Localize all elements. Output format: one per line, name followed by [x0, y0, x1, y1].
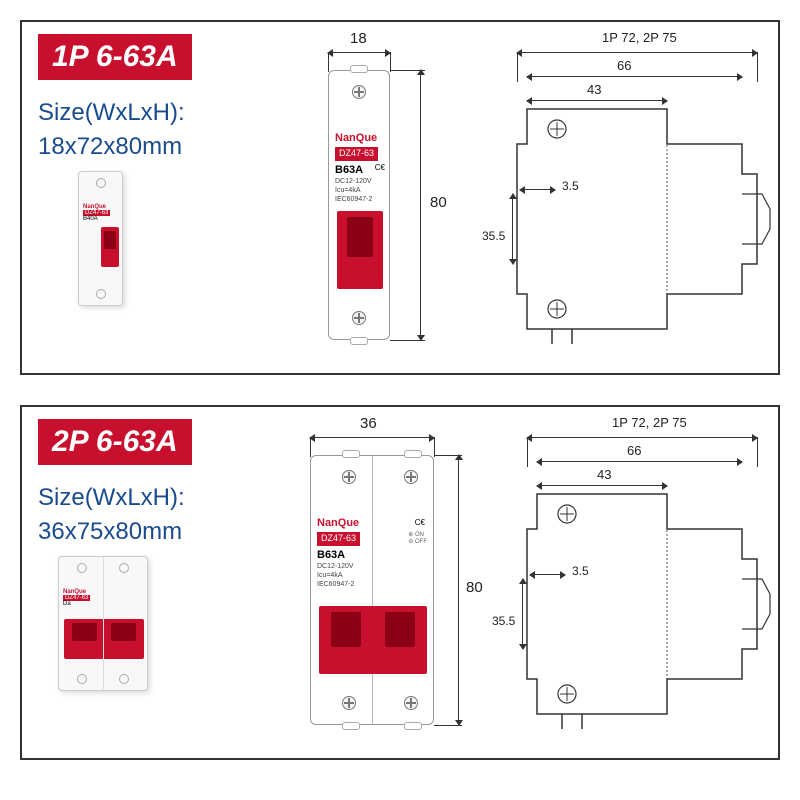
size-value: 18x72x80mm	[38, 133, 182, 160]
ce-mark: C€	[375, 163, 385, 173]
photo-rating: Da	[63, 601, 90, 607]
spec2: Icu=4kA	[317, 571, 372, 580]
dim-66: 66	[627, 443, 641, 458]
size-label: Size(WxLxH):	[38, 484, 185, 511]
screw-icon	[404, 696, 418, 710]
dim-height: 80	[430, 194, 447, 211]
front-view-2p: 36 NanQue DZ47-63 B63A DC12-120V Icu=4kA…	[280, 419, 490, 746]
panel-1p: 1P 6-63A Size(WxLxH): 18x72x80mm NanQue …	[20, 20, 780, 375]
breaker-front: NanQue DZ47-63 B63A DC12-120V Icu=4kA IE…	[310, 455, 434, 725]
dim-width: 36	[360, 415, 377, 432]
dim-35-5: 35.5	[492, 614, 515, 628]
left-column: 2P 6-63A Size(WxLxH): 36x75x80mm NanQue …	[38, 419, 268, 746]
dim-66: 66	[617, 58, 631, 73]
product-photo-1p: NanQue DZ47-63 B40A	[78, 171, 168, 311]
screw-icon	[404, 470, 418, 484]
panel-2p: 2P 6-63A Size(WxLxH): 36x75x80mm NanQue …	[20, 405, 780, 760]
title-tag: 1P 6-63A	[38, 34, 192, 80]
spec2: Icu=4kA	[335, 186, 385, 195]
dim-width: 18	[350, 30, 367, 47]
product-photo-2p: NanQue DZ47-63 Da	[58, 556, 188, 696]
screw-icon	[352, 85, 366, 99]
breaker-front: NanQue DZ47-63 B63A C€ DC12-120V Icu=4kA…	[328, 70, 390, 340]
model-text: DZ47-63	[335, 147, 378, 161]
size-text: Size(WxLxH): 36x75x80mm	[38, 481, 268, 548]
photo-rating: B40A	[83, 216, 110, 222]
rating-text: B63A	[317, 549, 345, 561]
left-column: 1P 6-63A Size(WxLxH): 18x72x80mm NanQue …	[38, 34, 268, 361]
screw-icon	[342, 470, 356, 484]
dim-top: 1P 72, 2P 75	[602, 30, 677, 45]
size-label: Size(WxLxH):	[38, 99, 185, 126]
size-text: Size(WxLxH): 18x72x80mm	[38, 96, 268, 163]
dim-3-5: 3.5	[562, 179, 579, 193]
side-profile-svg	[502, 74, 800, 354]
rating-text: B63A	[335, 164, 363, 176]
spec3: IEC60947-2	[317, 580, 372, 589]
brand-text: NanQue	[317, 516, 372, 530]
screw-icon	[352, 311, 366, 325]
screw-icon	[342, 696, 356, 710]
brand-text: NanQue	[335, 131, 385, 145]
model-text: DZ47-63	[317, 532, 360, 546]
size-value: 36x75x80mm	[38, 518, 182, 545]
switch	[319, 606, 427, 674]
dim-top: 1P 72, 2P 75	[612, 415, 687, 430]
spec1: DC12-120V	[335, 177, 385, 186]
ce-mark: C€	[415, 518, 425, 527]
dim-35-5: 35.5	[482, 229, 505, 243]
dim-height: 80	[466, 579, 483, 596]
side-profile-svg	[512, 459, 800, 739]
title-tag: 2P 6-63A	[38, 419, 192, 465]
side-view-2p: 1P 72, 2P 75 66 43 3.5 35.5	[502, 419, 762, 746]
dim-3-5: 3.5	[572, 564, 589, 578]
spec1: DC12-120V	[317, 562, 372, 571]
side-view-1p: 1P 72, 2P 75 66 43 3.5	[482, 34, 762, 361]
spec3: IEC60947-2	[335, 195, 385, 204]
switch	[337, 211, 383, 289]
front-view-1p: 18 NanQue DZ47-63 B63A C€ DC12-120V Icu=…	[280, 34, 470, 361]
